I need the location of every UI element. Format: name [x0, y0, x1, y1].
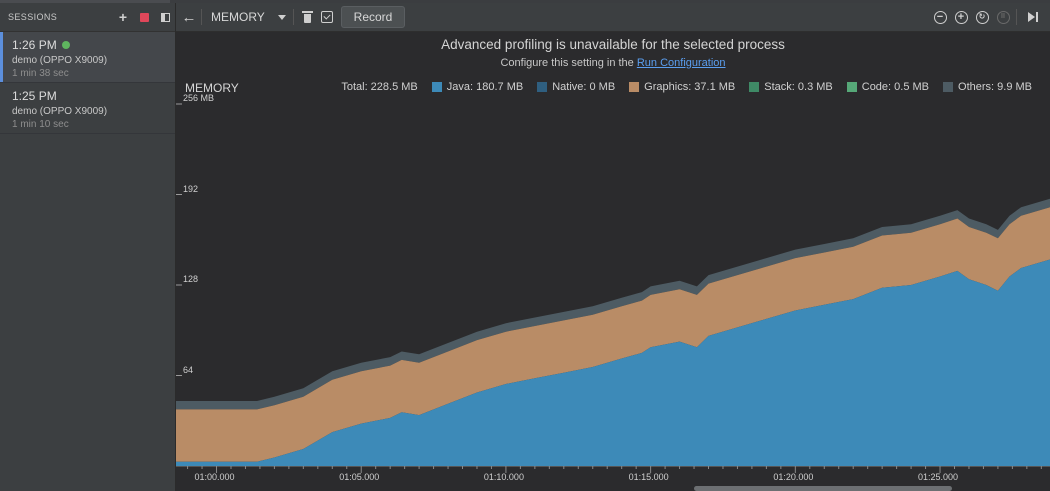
legend-label: Graphics: 37.1 MB: [644, 81, 736, 93]
session-time-text: 1:25 PM: [12, 89, 57, 103]
run-configuration-link[interactable]: Run Configuration: [636, 57, 726, 69]
legend-swatch: [629, 82, 640, 92]
session-item[interactable]: 1:25 PM demo (OPPO X9009) 1 min 10 sec: [0, 83, 175, 134]
legend-label: Code: 0.5 MB: [861, 81, 930, 93]
zoom-in-icon: +: [954, 10, 968, 24]
caret-down-icon: [278, 14, 286, 20]
banner-title: Advanced profiling is unavailable for th…: [441, 37, 785, 52]
profiler-dropdown-value: MEMORY: [211, 10, 265, 24]
arrow-left-icon: ←: [181, 8, 197, 26]
add-session-button[interactable]: +: [116, 10, 130, 24]
legend-item: Graphics: 37.1 MB: [629, 81, 735, 93]
x-axis-tick-label: 01:25.000: [918, 472, 959, 482]
pause-button[interactable]: II: [995, 3, 1011, 31]
top-strip-segment: [0, 0, 170, 3]
y-axis-tick-label: 64: [183, 364, 194, 375]
session-item[interactable]: 1:26 PM demo (OPPO X9009) 1 min 38 sec: [0, 32, 175, 83]
skip-to-end-icon: [1028, 12, 1038, 22]
session-device: demo (OPPO X9009): [12, 55, 108, 66]
legend-label: Stack: 0.3 MB: [764, 81, 833, 93]
legend-swatch: [431, 82, 442, 92]
timeline-scrollbar[interactable]: [694, 486, 952, 491]
graphics-series-area: [176, 207, 1050, 462]
memory-chart[interactable]: MEMORY Total: 228.5 MB Java: 180.7 MB Nat…: [176, 76, 1050, 491]
x-axis-tick-label: 01:10.000: [483, 472, 524, 482]
zoom-out-icon: −: [933, 10, 947, 24]
banner-subtitle-text: Configure this setting in the: [500, 57, 637, 69]
legend-label: Native: 0 MB: [552, 81, 616, 93]
zoom-out-button[interactable]: −: [932, 3, 948, 31]
collapse-sessions-button[interactable]: [158, 10, 172, 24]
legend-swatch: [537, 82, 548, 92]
trash-icon: [301, 11, 313, 23]
x-axis-tick-label: 01:20.000: [773, 472, 814, 482]
top-strip: [0, 0, 1050, 3]
java-series-area: [176, 259, 1050, 466]
y-axis-tick-label: 256 MB: [183, 93, 215, 103]
toolbar-separator: [1016, 9, 1017, 25]
record-button[interactable]: Record: [341, 6, 405, 28]
advanced-profiling-banner: Advanced profiling is unavailable for th…: [176, 32, 1050, 76]
legend-label: Java: 180.7 MB: [446, 81, 524, 93]
reset-zoom-button[interactable]: ↻: [974, 3, 990, 31]
session-duration: 1 min 38 sec: [12, 68, 69, 79]
back-button[interactable]: ←: [180, 3, 198, 31]
legend-swatch: [749, 82, 760, 92]
legend-total: Total: 228.5 MB: [341, 81, 418, 93]
toolbar-separator: [201, 9, 202, 25]
session-device: demo (OPPO X9009): [12, 106, 108, 117]
x-axis-tick-label: 01:00.000: [194, 472, 235, 482]
legend-label: Others: 9.9 MB: [958, 81, 1032, 93]
chart-title: MEMORY: [185, 81, 239, 95]
toolbar-separator: [293, 9, 294, 25]
legend-swatch: [943, 82, 954, 92]
stop-session-button[interactable]: [137, 10, 151, 24]
sessions-title: SESSIONS: [8, 12, 58, 22]
panel-icon: [160, 12, 170, 22]
session-time: 1:25 PM: [12, 89, 175, 103]
x-axis-tick-label: 01:15.000: [628, 472, 669, 482]
others-series-area: [176, 198, 1050, 410]
plus-icon: +: [118, 9, 128, 25]
session-duration: 1 min 10 sec: [12, 119, 69, 130]
legend-item: Java: 180.7 MB: [431, 81, 524, 93]
legend-item: Stack: 0.3 MB: [749, 81, 833, 93]
session-time: 1:26 PM: [12, 38, 175, 52]
sessions-panel: SESSIONS + 1:26 PM demo (OPPO X9009) 1 m…: [0, 3, 176, 491]
y-axis-tick-label: 192: [183, 183, 199, 194]
y-axis-tick-label: 128: [183, 274, 199, 284]
zoom-in-button[interactable]: +: [953, 3, 969, 31]
stop-icon: [139, 12, 149, 22]
legend-swatch: [846, 82, 857, 92]
legend-item: Code: 0.5 MB: [846, 81, 930, 93]
sessions-header: SESSIONS +: [0, 3, 175, 32]
x-axis-tick-label: 01:05.000: [339, 472, 380, 482]
jump-to-live-button[interactable]: [1024, 3, 1042, 31]
legend-item: Others: 9.9 MB: [943, 81, 1032, 93]
export-button[interactable]: [320, 3, 334, 31]
delete-button[interactable]: [300, 3, 314, 31]
memory-chart-plot: [176, 103, 1050, 491]
profiler-dropdown-toggle[interactable]: [277, 3, 287, 31]
live-status-icon: [61, 41, 70, 49]
session-time-text: 1:26 PM: [12, 38, 57, 52]
banner-subtitle: Configure this setting in the Run Config…: [176, 57, 1050, 69]
legend-item: Native: 0 MB: [537, 81, 615, 93]
reset-zoom-icon: ↻: [975, 10, 989, 24]
download-icon: [321, 11, 333, 23]
profiler-toolbar: ← MEMORY Record − + ↻ II: [176, 3, 1050, 32]
chart-legend: Total: 228.5 MB Java: 180.7 MB Native: 0 …: [341, 81, 1032, 93]
pause-icon: II: [996, 10, 1010, 24]
profiler-dropdown[interactable]: MEMORY: [211, 3, 271, 31]
